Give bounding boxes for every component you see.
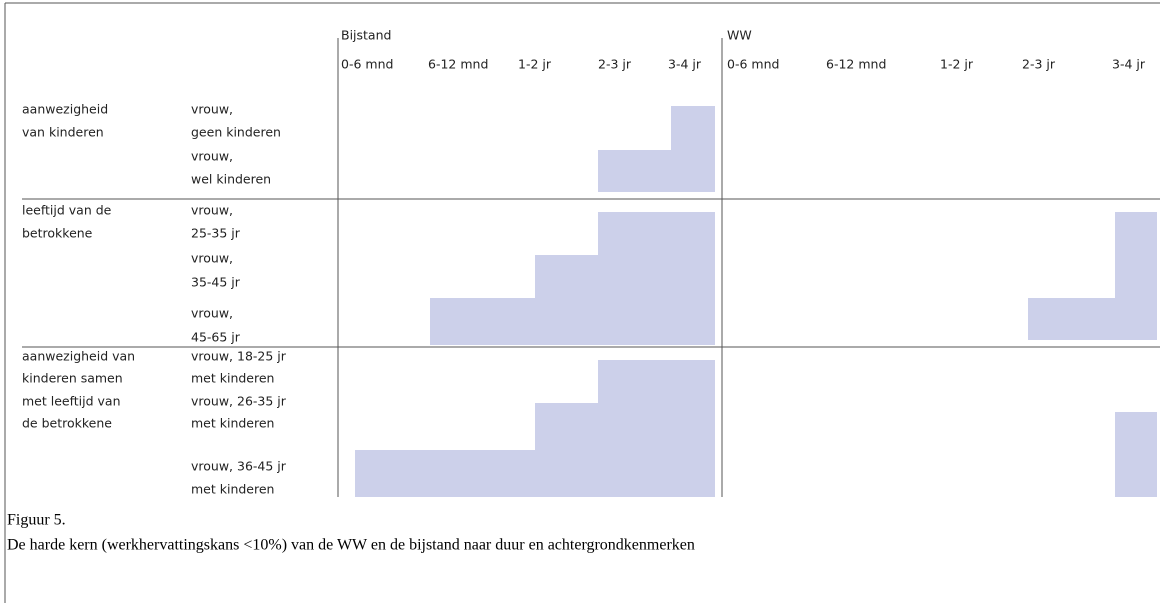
column-header: 6-12 mnd [428, 57, 488, 72]
shaded-cell [430, 298, 715, 345]
row-label: vrouw, [191, 102, 233, 117]
column-header: 2-3 jr [1022, 57, 1056, 72]
shaded-cell [598, 212, 715, 255]
section-label: de betrokkene [22, 416, 112, 431]
column-header: 6-12 mnd [826, 57, 886, 72]
shading [355, 106, 1157, 497]
column-header: 2-3 jr [598, 57, 632, 72]
section-label: met leeftijd van [22, 394, 121, 409]
shaded-cell [355, 450, 715, 497]
row-label: vrouw, [191, 203, 233, 218]
column-header: 1-2 jr [940, 57, 974, 72]
row-label: vrouw, [191, 251, 233, 266]
column-header: 3-4 jr [668, 57, 702, 72]
section-label: betrokkene [22, 226, 93, 241]
section-label: aanwezigheid van [22, 349, 135, 364]
shaded-cell [598, 150, 715, 192]
row-label: 45-65 jr [191, 330, 241, 345]
section-label: van kinderen [22, 125, 104, 140]
row-label: wel kinderen [191, 172, 271, 187]
group-header: Bijstand [341, 28, 391, 43]
shaded-cell [535, 255, 715, 298]
caption-title: Figuur 5. [7, 512, 66, 529]
section-label: kinderen samen [22, 371, 123, 386]
row-label: met kinderen [191, 416, 274, 431]
row-label: met kinderen [191, 482, 274, 497]
row-label: vrouw, 18-25 jr [191, 349, 287, 364]
caption-text: De harde kern (werkhervattingskans <10%)… [7, 537, 695, 554]
row-label: vrouw, 36-45 jr [191, 459, 287, 474]
row-label: geen kinderen [191, 125, 281, 140]
row-label: vrouw, [191, 149, 233, 164]
section-label: aanwezigheid [22, 102, 108, 117]
column-header: 3-4 jr [1112, 57, 1146, 72]
group-header: WW [727, 28, 752, 43]
column-header: 1-2 jr [518, 57, 552, 72]
shaded-cell [598, 360, 715, 403]
shaded-cell [535, 403, 715, 450]
section-label: leeftijd van de [22, 203, 112, 218]
row-label: 25-35 jr [191, 226, 241, 241]
column-header: 0-6 mnd [341, 57, 393, 72]
shaded-cell [1028, 298, 1157, 340]
row-label: vrouw, [191, 306, 233, 321]
shaded-cell [1115, 412, 1157, 497]
row-label: 35-45 jr [191, 275, 241, 290]
column-header: 0-6 mnd [727, 57, 779, 72]
shaded-cell [1115, 212, 1157, 298]
row-label: met kinderen [191, 371, 274, 386]
shaded-cell [671, 106, 715, 150]
row-label: vrouw, 26-35 jr [191, 394, 287, 409]
